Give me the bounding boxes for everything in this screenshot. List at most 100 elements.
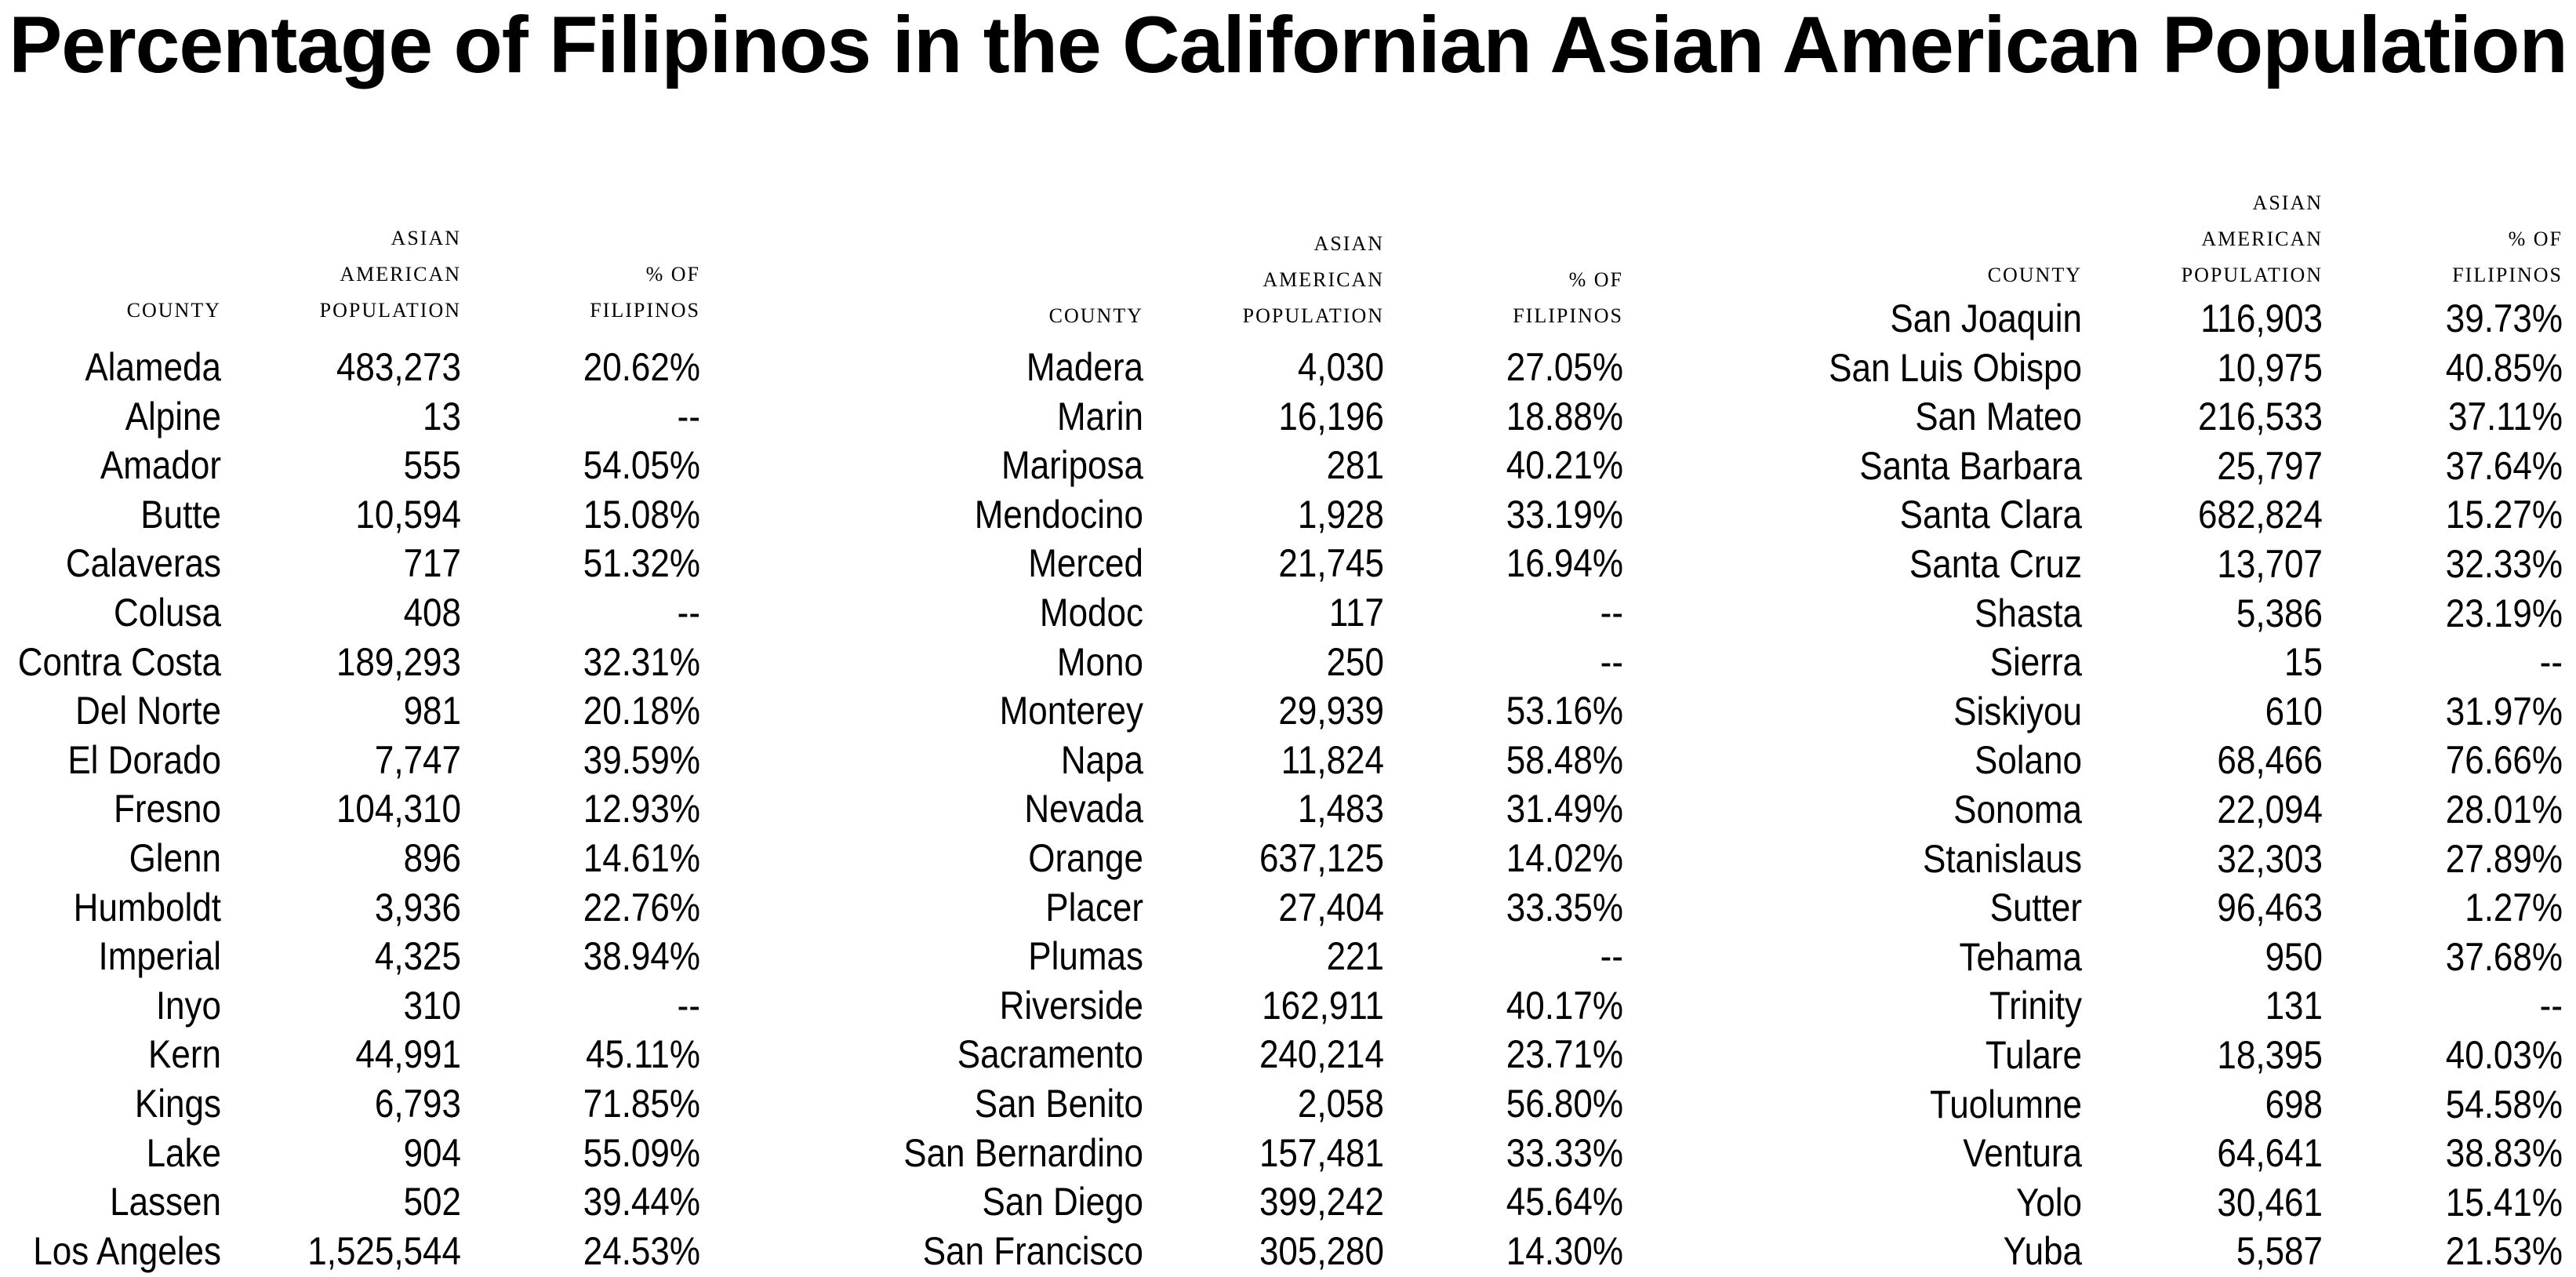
cell-percent: 33.33% bbox=[1506, 1130, 1623, 1175]
header-percent: % of Filipinos bbox=[2249, 221, 2563, 293]
table-row: Solano 68,466 76.66% bbox=[1855, 736, 2576, 784]
cell-population: 13,707 bbox=[2217, 542, 2323, 586]
cell-percent: 40.21% bbox=[1506, 443, 1623, 488]
cell-county: Placer bbox=[1045, 885, 1143, 930]
cell-population: 7,747 bbox=[374, 737, 461, 782]
cell-population: 64,641 bbox=[2217, 1131, 2323, 1176]
cell-percent: 27.89% bbox=[2445, 836, 2563, 881]
table-row: Humboldt 3,936 22.76% bbox=[0, 883, 859, 932]
cell-percent: -- bbox=[1600, 639, 1623, 684]
cell-population: 1,483 bbox=[1297, 787, 1384, 831]
cell-population: 4,030 bbox=[1297, 345, 1384, 389]
cell-percent: 40.85% bbox=[2445, 345, 2563, 390]
cell-percent: 71.85% bbox=[583, 1082, 700, 1126]
header-percent-line: Filipinos bbox=[1513, 304, 1623, 327]
cell-population: 16,196 bbox=[1278, 394, 1384, 438]
cell-percent: 53.16% bbox=[1506, 689, 1623, 733]
cell-population: 240,214 bbox=[1259, 1032, 1384, 1077]
table-row: Calaveras 717 51.32% bbox=[0, 539, 859, 588]
cell-percent: 33.19% bbox=[1506, 492, 1623, 537]
cell-population: 1,928 bbox=[1297, 492, 1384, 537]
cell-percent: 18.88% bbox=[1506, 394, 1623, 438]
header-population-line: American bbox=[340, 263, 461, 286]
cell-population: 896 bbox=[403, 836, 461, 880]
cell-population: 4,325 bbox=[374, 934, 461, 979]
cell-population: 408 bbox=[403, 591, 461, 635]
table-row: Shasta 5,386 23.19% bbox=[1855, 589, 2576, 638]
cell-county: San Mateo bbox=[1915, 395, 2082, 439]
table-row: San Francisco 305,280 14.30% bbox=[923, 1227, 1784, 1275]
cell-population: 221 bbox=[1326, 934, 1384, 979]
table-row: Tuolumne 698 54.58% bbox=[1855, 1080, 2576, 1129]
cell-county: Shasta bbox=[1975, 591, 2082, 635]
cell-county: San Diego bbox=[982, 1180, 1143, 1224]
cell-county: Alameda bbox=[85, 345, 221, 389]
cell-population: 117 bbox=[1328, 591, 1384, 635]
cell-county: Imperial bbox=[98, 934, 221, 979]
table-row: Madera 4,030 27.05% bbox=[925, 343, 1784, 391]
cell-population: 32,303 bbox=[2217, 836, 2323, 881]
cell-population: 21,745 bbox=[1278, 541, 1384, 586]
table-row: San Luis Obispo 10,975 40.85% bbox=[1829, 344, 2576, 392]
cell-percent: 28.01% bbox=[2445, 788, 2563, 831]
cell-percent: 23.19% bbox=[2445, 591, 2563, 635]
table-row: Fresno 104,310 12.93% bbox=[0, 784, 859, 833]
cell-percent: 37.68% bbox=[2445, 934, 2563, 979]
cell-population: 682,824 bbox=[2197, 493, 2323, 537]
table-row: Tehama 950 37.68% bbox=[1855, 933, 2576, 981]
cell-percent: -- bbox=[677, 394, 700, 438]
cell-percent: -- bbox=[2539, 640, 2563, 685]
cell-percent: 54.58% bbox=[2445, 1082, 2563, 1126]
table-row: Marin 16,196 18.88% bbox=[925, 392, 1784, 441]
cell-population: 610 bbox=[2265, 689, 2323, 733]
table-row: Lake 904 55.09% bbox=[0, 1129, 859, 1177]
cell-county: Humboldt bbox=[73, 885, 221, 930]
cell-percent: 56.80% bbox=[1506, 1082, 1623, 1126]
cell-percent: 45.11% bbox=[586, 1032, 700, 1077]
cell-population: 310 bbox=[403, 983, 461, 1028]
table-panel-3: County Asian American Population % of Filipin… bbox=[1829, 0, 2576, 1277]
header-population-line: Asian bbox=[1313, 232, 1384, 255]
cell-population: 555 bbox=[403, 443, 461, 488]
cell-population: 216,533 bbox=[2197, 395, 2323, 439]
cell-percent: 15.27% bbox=[2445, 493, 2563, 537]
table-row: Tulare 18,395 40.03% bbox=[1855, 1031, 2576, 1079]
cell-county: Del Norte bbox=[75, 689, 221, 733]
cell-percent: -- bbox=[677, 591, 700, 635]
table-row: Lassen 502 39.44% bbox=[0, 1177, 859, 1226]
table-row: Alameda 483,273 20.62% bbox=[0, 343, 859, 391]
table-row: San Benito 2,058 56.80% bbox=[925, 1079, 1784, 1128]
cell-population: 981 bbox=[403, 689, 461, 733]
cell-population: 18,395 bbox=[2217, 1033, 2323, 1077]
cell-county: Mariposa bbox=[1001, 443, 1143, 488]
cell-percent: -- bbox=[1600, 591, 1623, 635]
cell-county: Riverside bbox=[999, 983, 1143, 1028]
cell-percent: 33.35% bbox=[1506, 885, 1623, 930]
table-row: Inyo 310 -- bbox=[0, 981, 859, 1030]
cell-county: Lake bbox=[146, 1130, 221, 1175]
table-row: Del Norte 981 20.18% bbox=[0, 686, 859, 735]
table-row: San Joaquin 116,903 39.73% bbox=[1855, 294, 2576, 343]
cell-county: San Bernardino bbox=[903, 1130, 1143, 1175]
cell-percent: 37.64% bbox=[2445, 443, 2563, 488]
cell-percent: 20.62% bbox=[583, 345, 700, 389]
cell-county: Solano bbox=[1974, 738, 2082, 783]
cell-population: 483,273 bbox=[336, 345, 461, 389]
cell-population: 131 bbox=[2265, 984, 2323, 1028]
cell-county: Plumas bbox=[1028, 934, 1143, 979]
cell-percent: 45.64% bbox=[1506, 1180, 1623, 1224]
cell-percent: 14.61% bbox=[583, 836, 700, 880]
cell-percent: 39.59% bbox=[583, 737, 700, 782]
header-county: County bbox=[0, 293, 221, 329]
header-population-line: Population bbox=[2181, 264, 2323, 286]
cell-percent: 38.94% bbox=[583, 934, 700, 979]
header-percent-line: % of bbox=[2508, 227, 2563, 250]
table-row: Yuba 5,587 21.53% bbox=[1855, 1227, 2576, 1275]
header-population-line: Population bbox=[319, 299, 461, 322]
cell-percent: 39.44% bbox=[583, 1180, 700, 1224]
table-row: Orange 637,125 14.02% bbox=[925, 834, 1784, 882]
cell-percent: 51.32% bbox=[583, 541, 700, 586]
cell-county: Yolo bbox=[2015, 1180, 2082, 1224]
header-percent-line: % of bbox=[1568, 268, 1623, 291]
table-row: Merced 21,745 16.94% bbox=[925, 539, 1784, 588]
